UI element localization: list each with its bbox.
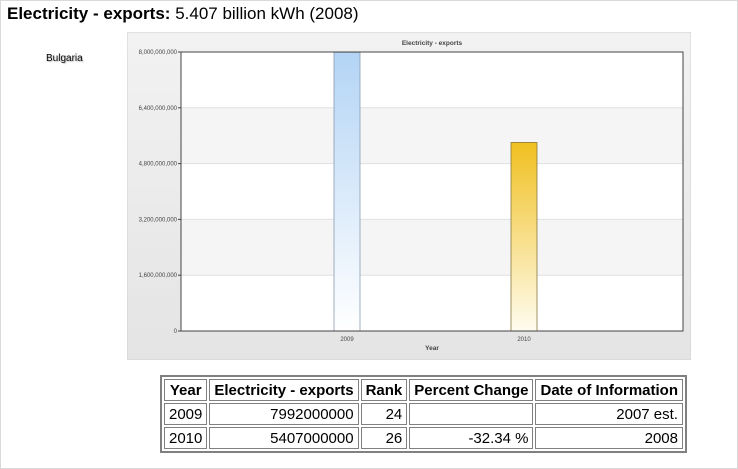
- cell-rank: 26: [360, 427, 408, 449]
- x-tick-label: 2010: [517, 337, 531, 343]
- cell-exports: 5407000000: [209, 427, 359, 449]
- y-tick-label: 1,600,000,000: [139, 273, 178, 279]
- y-tick-label: 0: [174, 329, 178, 335]
- header-rank: Rank: [360, 379, 408, 401]
- grid-bands: [181, 107, 683, 276]
- cell-percent-change: [409, 403, 534, 425]
- header-date-of-information: Date of Information: [535, 379, 683, 401]
- x-axis-label: Year: [425, 345, 439, 352]
- cell-exports: 7992000000: [209, 403, 359, 425]
- cell-year: 2010: [164, 427, 208, 449]
- x-tick-label: 2009: [340, 337, 354, 343]
- data-table: Year Electricity - exports Rank Percent …: [160, 375, 687, 453]
- grid-lines: [181, 107, 683, 276]
- header-exports: Electricity - exports: [209, 379, 359, 401]
- table-header-row: Year Electricity - exports Rank Percent …: [164, 379, 683, 401]
- headline-label: Electricity - exports:: [7, 4, 171, 23]
- cell-year: 2009: [164, 403, 208, 425]
- plot-area: [181, 52, 683, 331]
- country-label: Bulgaria: [46, 53, 83, 64]
- bar-2009: [333, 51, 361, 332]
- plot-border: [180, 51, 684, 332]
- header-percent-change: Percent Change: [409, 379, 534, 401]
- cell-date-of-information: 2007 est.: [535, 403, 683, 425]
- chart-svg: Electricity - exports 0 1,600,000,000 3,20…: [127, 32, 691, 360]
- y-axis-ticks: 0 1,600,000,000 3,200,000,000 4,800,000,000…: [139, 50, 181, 335]
- bar-2010: [510, 142, 538, 332]
- page-headline: Electricity - exports: 5.407 billion kWh…: [7, 4, 359, 24]
- grid-band: [181, 107, 683, 164]
- y-tick-label: 6,400,000,000: [139, 106, 178, 112]
- y-tick-label: 3,200,000,000: [139, 217, 178, 223]
- header-year: Year: [164, 379, 208, 401]
- cell-percent-change: -32.34 %: [409, 427, 534, 449]
- table-row: 2010 5407000000 26 -32.34 % 2008: [164, 427, 683, 449]
- x-axis-ticks: 2009 2010: [340, 337, 531, 343]
- cell-rank: 24: [360, 403, 408, 425]
- chart-title: Electricity - exports: [402, 40, 463, 47]
- cell-date-of-information: 2008: [535, 427, 683, 449]
- grid-band: [181, 219, 683, 276]
- table-row: 2009 7992000000 24 2007 est.: [164, 403, 683, 425]
- bar-chart: Electricity - exports 0 1,600,000,000 3,20…: [127, 32, 691, 360]
- headline-value: 5.407 billion kWh (2008): [175, 4, 359, 23]
- y-tick-label: 8,000,000,000: [139, 50, 178, 56]
- y-tick-label: 4,800,000,000: [139, 162, 178, 168]
